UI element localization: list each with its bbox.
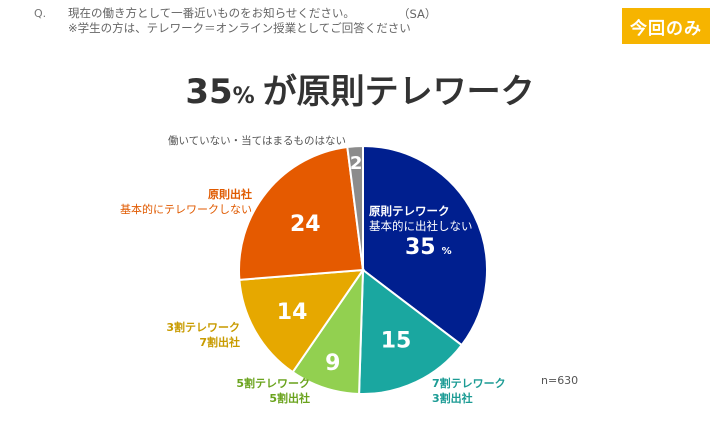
- label-telework-50: 5割テレワーク 5割出社: [236, 376, 310, 406]
- question-sa: （SA）: [398, 7, 437, 21]
- headline-value: 35: [185, 72, 233, 112]
- label-full-value-unit: %: [441, 246, 452, 257]
- pie-slice-full_telework: [362, 144, 488, 347]
- label-30-line2: 7割出社: [199, 336, 240, 349]
- headline-pct: %: [232, 84, 255, 109]
- label-rare: 原則出社 基本的にテレワークしない: [120, 187, 252, 217]
- label-full-telework: 原則テレワーク 基本的に出社しない 35%: [369, 204, 473, 259]
- label-telework-70: 7割テレワーク 3割出社: [432, 376, 506, 406]
- label-full-value: 35%: [405, 237, 473, 259]
- slice-value-telework_30: 14: [277, 300, 308, 325]
- label-full-line1: 原則テレワーク: [369, 204, 450, 218]
- question-line-1: 現在の働き方として一番近いものをお知らせください。: [68, 6, 355, 20]
- sample-size: n=630: [541, 374, 579, 387]
- pie-slice-telework_30: [238, 268, 366, 374]
- pie-slice-rare: [238, 145, 365, 281]
- label-50-line2: 5割出社: [269, 392, 310, 405]
- label-rare-line1: 原則出社: [208, 188, 252, 201]
- label-telework-30: 3割テレワーク 7割出社: [166, 320, 240, 350]
- pie-slice-none: [346, 144, 364, 271]
- question-line-2: ※学生の方は、テレワーク＝オンライン授業としてご回答ください: [68, 21, 411, 35]
- slice-value-none: 2: [350, 153, 363, 174]
- label-rare-line2: 基本的にテレワークしない: [120, 203, 252, 216]
- slice-value-telework_70: 15: [381, 328, 412, 353]
- label-30-line1: 3割テレワーク: [166, 321, 240, 334]
- label-none: 働いていない・当てはまるものはない: [168, 134, 346, 149]
- pie-slice-telework_70: [358, 268, 464, 395]
- label-full-value-number: 35: [405, 235, 436, 260]
- question-number: Q.: [34, 7, 47, 20]
- label-full-line2: 基本的に出社しない: [369, 219, 473, 233]
- slice-value-rare: 24: [290, 212, 321, 237]
- label-70-line1: 7割テレワーク: [432, 377, 506, 390]
- label-50-line1: 5割テレワーク: [236, 377, 310, 390]
- headline: 35% が原則テレワーク: [0, 64, 720, 113]
- label-none-line1: 働いていない・当てはまるものはない: [168, 135, 346, 147]
- label-70-line2: 3割出社: [432, 392, 473, 405]
- question-text: 現在の働き方として一番近いものをお知らせください。 ※学生の方は、テレワーク＝オ…: [68, 6, 411, 36]
- headline-text: が原則テレワーク: [262, 72, 535, 112]
- this-time-only-badge: 今回のみ: [622, 8, 710, 44]
- slice-value-telework_50: 9: [325, 351, 340, 376]
